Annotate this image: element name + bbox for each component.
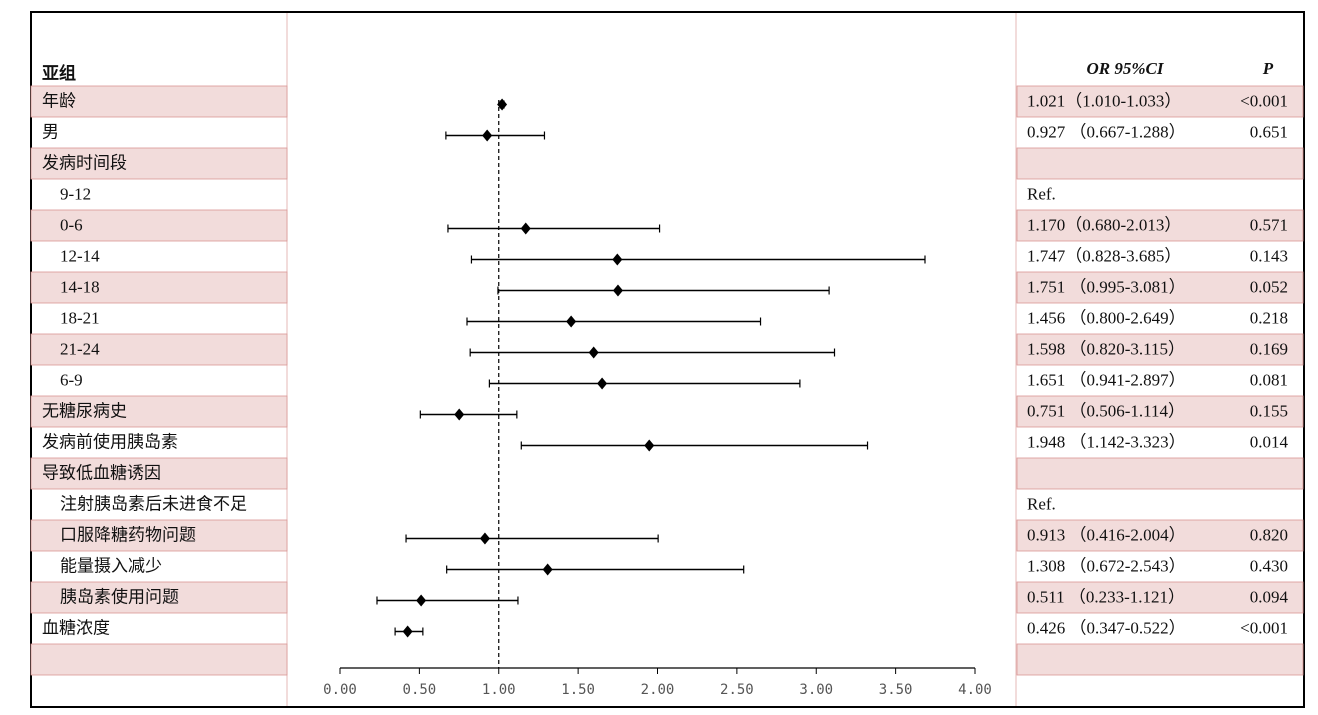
row-shade (30, 519, 288, 552)
or-ci-label: 1.308 （0.672-2.543） (1027, 556, 1186, 575)
row-label: 口服降糖药物问题 (60, 525, 196, 544)
or-ci-label: 1.948 （1.142-3.323） (1027, 432, 1186, 451)
x-tick-label: 1.00 (482, 682, 516, 698)
row-shade (1016, 85, 1304, 118)
row-shade (1016, 457, 1304, 490)
or-ci-label: 0.511 （0.233-1.121） (1027, 587, 1185, 606)
row-shade (1016, 271, 1304, 304)
or-ci-label: Ref. (1027, 184, 1056, 203)
row-label: 能量摄入减少 (60, 556, 162, 575)
x-tick-label: 3.50 (879, 682, 913, 698)
or-ci-label: 0.913 （0.416-2.004） (1027, 525, 1186, 544)
header-or-ci: OR 95%CI (1087, 59, 1165, 78)
row-shade (1016, 395, 1304, 428)
row-shade (30, 333, 288, 366)
p-label: 0.571 (1250, 215, 1288, 234)
or-ci-label: 1.751 （0.995-3.081） (1027, 277, 1186, 296)
row-label: 14-18 (60, 277, 100, 296)
row-shade (30, 85, 288, 118)
row-label: 9-12 (60, 184, 91, 203)
p-label: 0.169 (1250, 339, 1288, 358)
p-label: 0.081 (1250, 370, 1288, 389)
x-tick-label: 1.50 (561, 682, 595, 698)
row-label: 6-9 (60, 370, 83, 389)
header-p: P (1262, 59, 1274, 78)
p-label: 0.094 (1250, 587, 1289, 606)
or-ci-label: 1.651 （0.941-2.897） (1027, 370, 1186, 389)
or-point (454, 408, 465, 421)
row-shade (30, 457, 288, 490)
or-ci-label: 1.456 （0.800-2.649） (1027, 308, 1186, 327)
p-label: <0.001 (1240, 91, 1288, 110)
header-subgroup: 亚组 (42, 63, 76, 83)
p-label: 0.052 (1250, 277, 1288, 296)
x-tick-label: 4.00 (958, 682, 992, 698)
or-ci-label: 1.170（0.680-2.013） (1027, 215, 1181, 234)
or-point (479, 532, 490, 545)
row-label: 发病时间段 (42, 153, 127, 172)
x-tick-label: 2.00 (641, 682, 675, 698)
row-shade (1016, 519, 1304, 552)
or-point (542, 563, 553, 576)
or-ci-label: 0.927 （0.667-1.288） (1027, 122, 1186, 141)
row-label: 胰岛素使用问题 (60, 586, 179, 606)
or-ci-label: 0.426 （0.347-0.522） (1027, 618, 1186, 637)
row-shade (30, 209, 288, 242)
row-shade (1016, 581, 1304, 614)
row-label: 发病前使用胰岛素 (42, 431, 178, 451)
p-label: 0.155 (1250, 401, 1288, 420)
or-ci-label: 1.747（0.828-3.685） (1027, 246, 1181, 265)
or-point (416, 594, 427, 607)
x-tick-label: 3.00 (799, 682, 833, 698)
p-label: 0.218 (1250, 308, 1288, 327)
row-label: 注射胰岛素后未进食不足 (60, 494, 247, 513)
row-shade (30, 581, 288, 614)
p-label: 0.014 (1250, 432, 1289, 451)
or-ci-label: 0.751 （0.506-1.114） (1027, 401, 1185, 420)
row-shade (30, 147, 288, 180)
or-ci-label: 1.598 （0.820-3.115） (1027, 339, 1185, 358)
p-label: <0.001 (1240, 618, 1288, 637)
or-point (612, 253, 623, 266)
row-shade (1016, 147, 1304, 180)
row-label: 21-24 (60, 339, 100, 358)
row-label: 男 (42, 122, 59, 141)
row-shade (30, 395, 288, 428)
x-tick-label: 0.00 (323, 682, 357, 698)
or-point (597, 377, 608, 390)
or-point (588, 346, 599, 359)
or-point (566, 315, 577, 328)
p-label: 0.820 (1250, 525, 1288, 544)
or-point (482, 129, 493, 142)
x-tick-label: 0.50 (403, 682, 437, 698)
row-shade (1016, 333, 1304, 366)
row-label: 年龄 (42, 91, 76, 110)
p-label: 0.651 (1250, 122, 1288, 141)
or-ci-label: 1.021（1.010-1.033） (1027, 91, 1181, 110)
or-point (644, 439, 655, 452)
row-shade (1016, 209, 1304, 242)
x-tick-label: 2.50 (720, 682, 754, 698)
or-point (497, 98, 508, 111)
row-label: 血糖浓度 (42, 618, 110, 637)
or-ci-label: Ref. (1027, 494, 1056, 513)
or-point (520, 222, 531, 235)
row-label: 导致低血糖诱因 (42, 463, 161, 482)
row-shade (30, 643, 288, 676)
p-label: 0.143 (1250, 246, 1288, 265)
row-shade (1016, 643, 1304, 676)
row-label: 无糖尿病史 (42, 401, 127, 420)
or-point (402, 625, 413, 638)
row-label: 18-21 (60, 308, 100, 327)
or-point (612, 284, 623, 297)
row-shade (30, 271, 288, 304)
row-label: 0-6 (60, 215, 83, 234)
row-label: 12-14 (60, 246, 100, 265)
p-label: 0.430 (1250, 556, 1288, 575)
